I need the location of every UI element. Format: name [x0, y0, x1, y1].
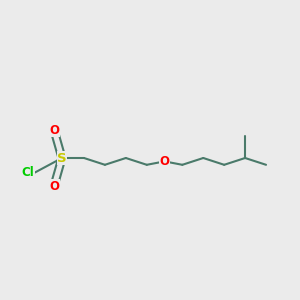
Text: O: O [49, 124, 59, 136]
Text: O: O [160, 155, 170, 168]
Text: Cl: Cl [21, 167, 34, 179]
Text: S: S [57, 152, 67, 164]
Text: O: O [49, 179, 59, 193]
